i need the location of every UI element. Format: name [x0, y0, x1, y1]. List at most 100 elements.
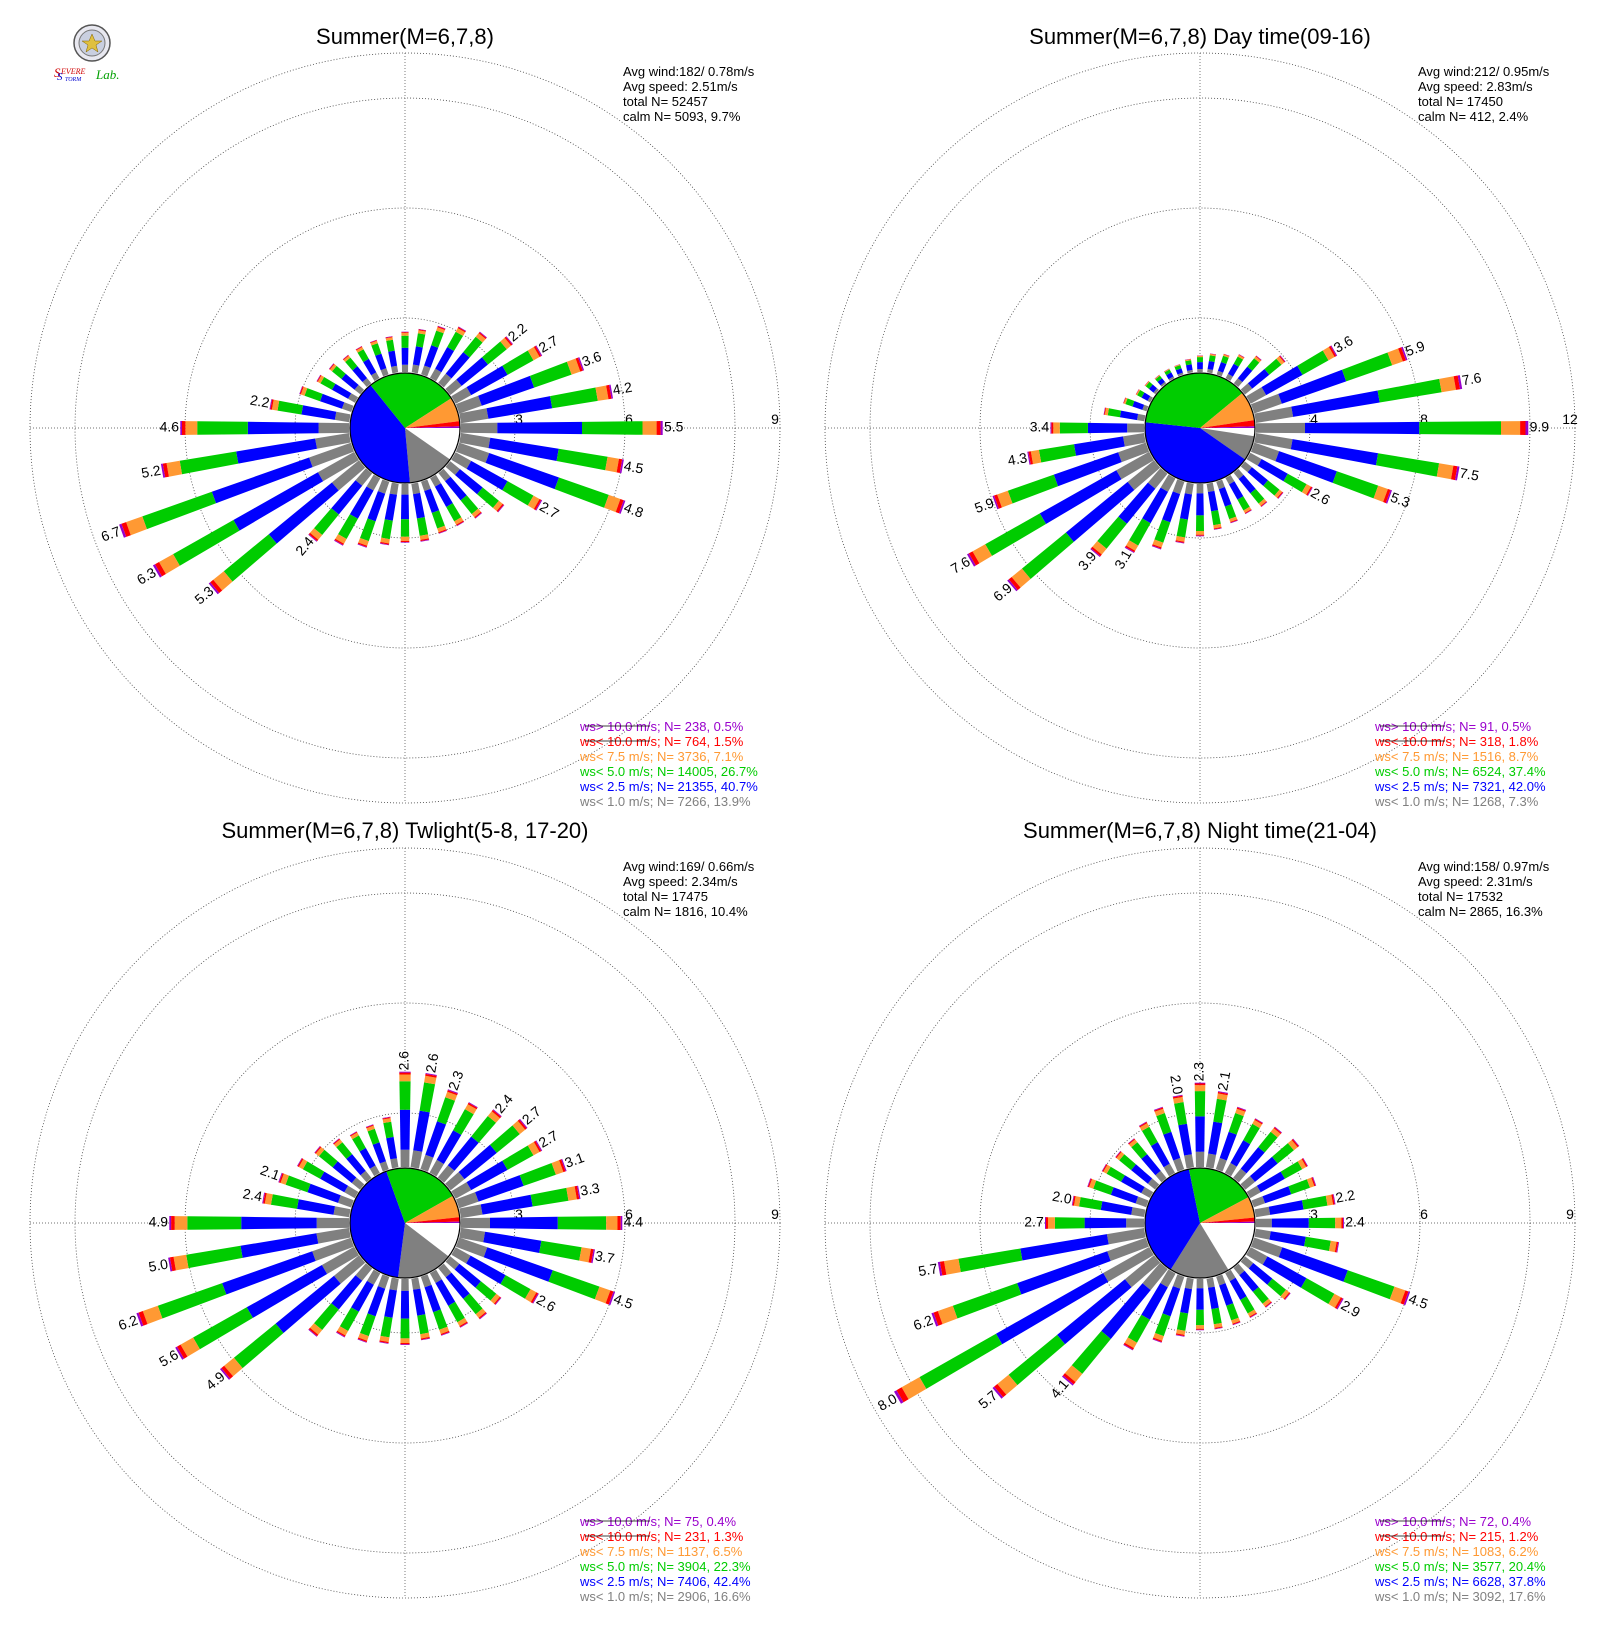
seg-gt10 [1123, 1344, 1134, 1351]
direction-bar-300 [316, 374, 359, 403]
seg-lt2-5 [424, 345, 439, 368]
seg-gt10 [1172, 1094, 1183, 1098]
seg-gt10 [1135, 389, 1139, 395]
seg-lt1 [316, 1227, 351, 1244]
seg-lt1 [401, 364, 409, 372]
seg-lt7-5 [300, 386, 308, 396]
direction-bar-90: 4.4 [461, 1214, 643, 1230]
seg-lt7-5 [972, 544, 992, 564]
direction-bar-350 [385, 336, 399, 374]
seg-lt5 [1127, 1314, 1150, 1343]
seg-lt10 [1063, 1373, 1076, 1385]
seg-lt5 [338, 514, 358, 539]
seg-lt1 [344, 1185, 359, 1199]
seg-lt2-5 [447, 1136, 479, 1171]
direction-bar-170 [1206, 482, 1222, 530]
outer-circle [824, 847, 1576, 1599]
seg-lt1 [1233, 1263, 1245, 1276]
seg-lt7-5 [1258, 498, 1267, 506]
seg-gt10 [1154, 374, 1160, 379]
seg-gt10 [577, 1185, 581, 1200]
seg-lt7-5 [1153, 1333, 1164, 1341]
seg-lt2-5 [301, 405, 337, 420]
seg-gt10 [425, 1073, 437, 1076]
seg-lt2-5 [455, 469, 483, 495]
seg-lt5 [1304, 1236, 1331, 1251]
stat-line: total N= 52457 [623, 94, 708, 109]
stat-line: calm N= 412, 2.4% [1418, 109, 1529, 124]
direction-bar-70: 5.9 [1250, 337, 1427, 414]
seg-lt10 [382, 1117, 391, 1120]
ring-label: 3 [515, 411, 523, 427]
wind-rose-panel-1: Summer(M=6,7,8) 3 6 9 Avg wind:182/ 0.78m/sA… [29, 24, 781, 809]
seg-lt5 [433, 1309, 448, 1330]
seg-gt10 [1343, 1217, 1344, 1229]
seg-lt1 [410, 1150, 423, 1169]
seg-lt1 [1240, 1256, 1254, 1269]
direction-bar-20: 2.3 [420, 1068, 466, 1172]
seg-lt7-5 [1136, 389, 1141, 396]
seg-lt10 [343, 355, 349, 361]
seg-lt10 [1139, 1122, 1148, 1128]
pie-slice [1170, 1223, 1229, 1278]
pie-outline [1144, 372, 1256, 484]
direction-bar-180 [1195, 484, 1205, 537]
legend-entry: ws> 10.0 m/s; N= 238, 0.5% [579, 719, 744, 734]
seg-lt2-5 [1219, 1283, 1234, 1306]
seg-gt10 [1184, 358, 1191, 360]
seg-lt7-5 [1089, 1179, 1097, 1189]
seg-lt1 [315, 433, 351, 449]
seg-lt7-5 [1154, 1108, 1165, 1117]
direction-bar-190 [380, 482, 399, 546]
seg-lt2-5 [352, 366, 368, 382]
outer-circle [29, 52, 781, 804]
direction-bar-130 [445, 461, 505, 513]
seg-lt2-5 [1247, 467, 1268, 486]
legend-entry: ws< 2.5 m/s; N= 21355, 40.7% [579, 779, 758, 794]
seg-lt10 [656, 421, 661, 435]
seg-gt10 [1101, 1163, 1107, 1172]
seg-gt10 [532, 1293, 539, 1304]
seg-lt2-5 [1148, 384, 1157, 393]
seg-lt5 [463, 1293, 483, 1315]
seg-lt10 [1102, 1164, 1108, 1172]
direction-bar-280: 2.0 [1051, 1188, 1146, 1217]
seg-lt2-5 [1141, 1283, 1168, 1320]
seg-lt1 [1172, 479, 1185, 495]
bar-value-label: 5.7 [917, 1260, 939, 1279]
direction-bar-110: 4.8 [456, 442, 646, 521]
seg-lt7-5 [490, 1293, 500, 1304]
seg-lt2-5 [1261, 365, 1303, 396]
pie-slice [386, 1168, 453, 1223]
seg-lt5 [1252, 1287, 1269, 1304]
seg-lt2-5 [1262, 1186, 1292, 1204]
seg-lt5 [314, 1303, 339, 1330]
seg-lt7-5 [1123, 397, 1128, 405]
seg-lt5 [367, 1128, 380, 1145]
seg-lt7-5 [419, 534, 429, 540]
bar-value-label: 6.7 [99, 523, 123, 545]
seg-gt10 [1062, 1375, 1074, 1386]
seg-lt2-5 [1219, 1131, 1237, 1161]
seg-lt7-5 [445, 1091, 458, 1101]
direction-bar-10: 2.6 [410, 1052, 442, 1169]
seg-lt5 [1332, 471, 1379, 499]
seg-lt1 [1142, 404, 1149, 412]
seg-lt5 [1258, 1131, 1278, 1153]
seg-lt5 [1145, 381, 1153, 389]
direction-bar-0 [401, 331, 409, 372]
seg-lt1 [1131, 1207, 1146, 1217]
seg-lt2-5 [320, 1171, 349, 1193]
direction-bar-350 [382, 1116, 399, 1169]
seg-lt2-5 [211, 457, 313, 504]
seg-lt1 [318, 422, 349, 434]
seg-lt5 [399, 1081, 411, 1110]
seg-gt10 [437, 325, 446, 329]
direction-bar-110: 4.5 [1250, 1237, 1431, 1312]
seg-lt1 [1225, 373, 1233, 381]
seg-lt1 [1106, 1228, 1146, 1245]
seg-lt10 [1334, 1297, 1343, 1309]
seg-lt2-5 [1268, 1200, 1304, 1215]
seg-gt10 [1174, 364, 1180, 367]
seg-lt2-5 [1142, 487, 1168, 524]
